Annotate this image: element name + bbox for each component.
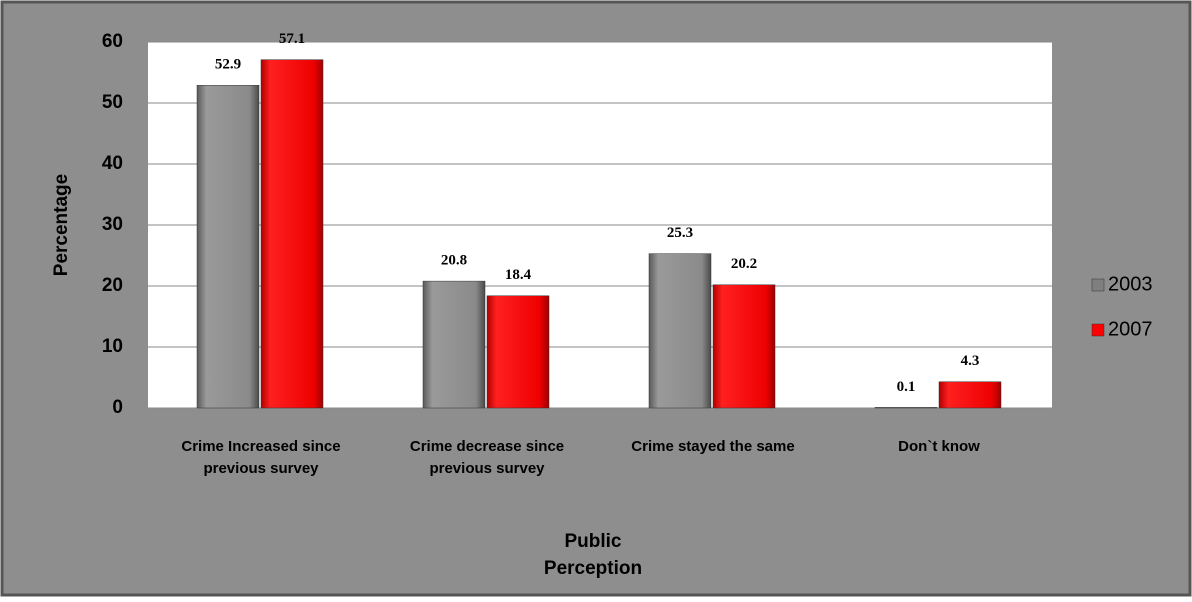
bar [938,381,1002,409]
x-tick-label: Crime stayed the same [631,438,795,455]
value-label: 18.4 [505,267,532,283]
value-label: 52.9 [215,57,241,73]
y-tick-label: 0 [112,397,123,418]
value-label: 20.8 [441,253,467,269]
x-axis-title: Public Perception [543,531,643,579]
legend-label: 2003 [1108,273,1153,295]
bar [422,280,486,409]
y-tick-label: 30 [102,214,123,235]
legend-swatch [1091,323,1105,337]
y-axis-title: Percentage [51,174,72,276]
y-tick-label: 40 [102,153,123,174]
y-tick-label: 50 [102,92,123,113]
bar [648,253,712,409]
bar [260,59,324,409]
bar [712,284,776,409]
y-tick-label: 10 [102,336,123,357]
value-label: 0.1 [897,379,916,395]
bar [486,295,550,409]
x-tick-label: Crime Increased since previous survey [181,438,341,477]
legend-label: 2007 [1108,318,1153,340]
y-tick-label: 20 [102,275,123,296]
x-tick-label: Crime decrease since previous survey [409,438,565,477]
x-tick-label: Don`t know [898,438,980,455]
bar [196,85,260,409]
y-tick-label: 60 [102,31,123,52]
value-label: 57.1 [279,31,305,47]
value-label: 20.2 [731,256,757,272]
legend-swatch [1091,278,1105,292]
value-label: 25.3 [667,225,693,241]
bar [874,407,938,409]
value-label: 4.3 [961,353,980,369]
